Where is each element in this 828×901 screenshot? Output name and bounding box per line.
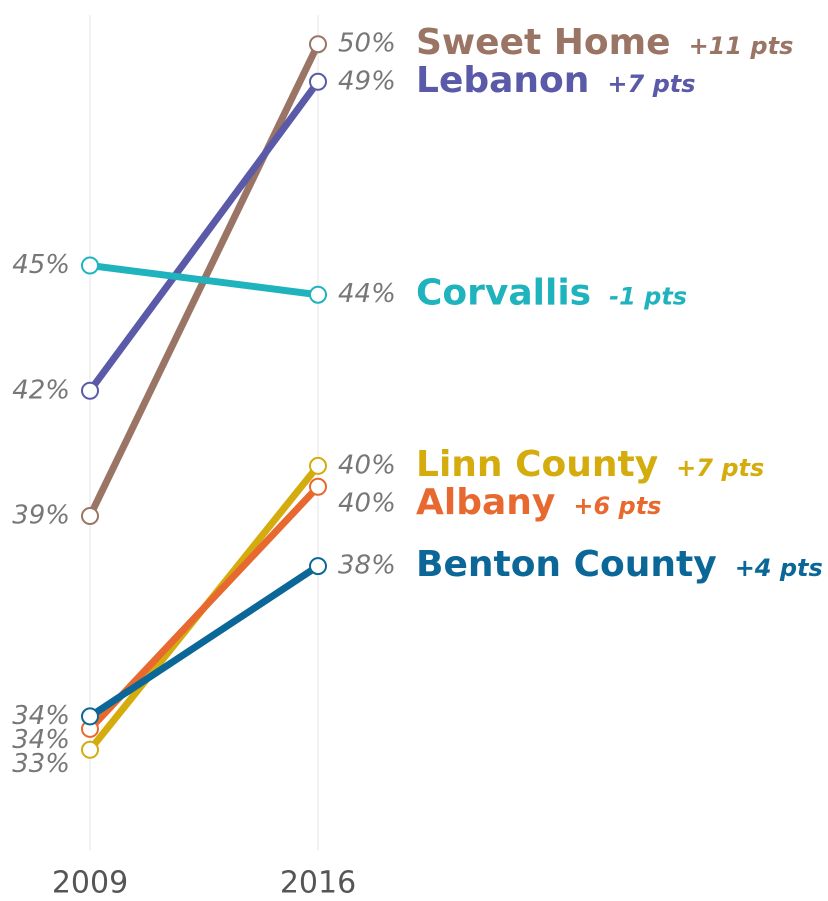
value-label: 38% [338, 551, 396, 581]
value-label: 34% [12, 725, 70, 755]
series-name: Lebanon [416, 60, 589, 101]
series-name: Albany [416, 482, 555, 523]
point [81, 707, 99, 726]
series-name: Benton County [416, 544, 717, 585]
change-label: +7 pts [607, 70, 695, 98]
value-label: 49% [338, 67, 396, 97]
change-label: +6 pts [573, 492, 661, 520]
point [309, 72, 327, 91]
value-label: 39% [12, 501, 70, 531]
value-label: 44% [338, 279, 396, 309]
point [81, 507, 99, 525]
change-label: -1 pts [609, 283, 687, 311]
x-tick-label: 2016 [280, 866, 356, 901]
change-label: +11 pts [689, 32, 794, 60]
point [81, 381, 99, 400]
series-line [86, 262, 322, 299]
series-name: Corvallis [416, 273, 591, 314]
point [81, 740, 99, 759]
series-name: Linn County [416, 444, 658, 485]
x-tick-label: 2009 [52, 866, 128, 901]
series-name: Sweet Home [416, 22, 671, 63]
point [309, 456, 327, 475]
value-label: 45% [12, 250, 70, 280]
change-label: +7 pts [676, 454, 764, 482]
point [309, 557, 327, 576]
value-label: 34% [12, 701, 70, 731]
value-label: 40% [338, 488, 396, 518]
point [81, 256, 99, 275]
value-label: 42% [12, 375, 70, 405]
value-label: 40% [338, 450, 396, 480]
change-label: +4 pts [735, 554, 823, 582]
value-label: 33% [12, 749, 70, 779]
point [309, 285, 327, 304]
value-label: 50% [338, 29, 396, 59]
point [309, 35, 327, 54]
point [309, 477, 327, 496]
series-line [86, 562, 322, 720]
series-line [86, 78, 322, 395]
